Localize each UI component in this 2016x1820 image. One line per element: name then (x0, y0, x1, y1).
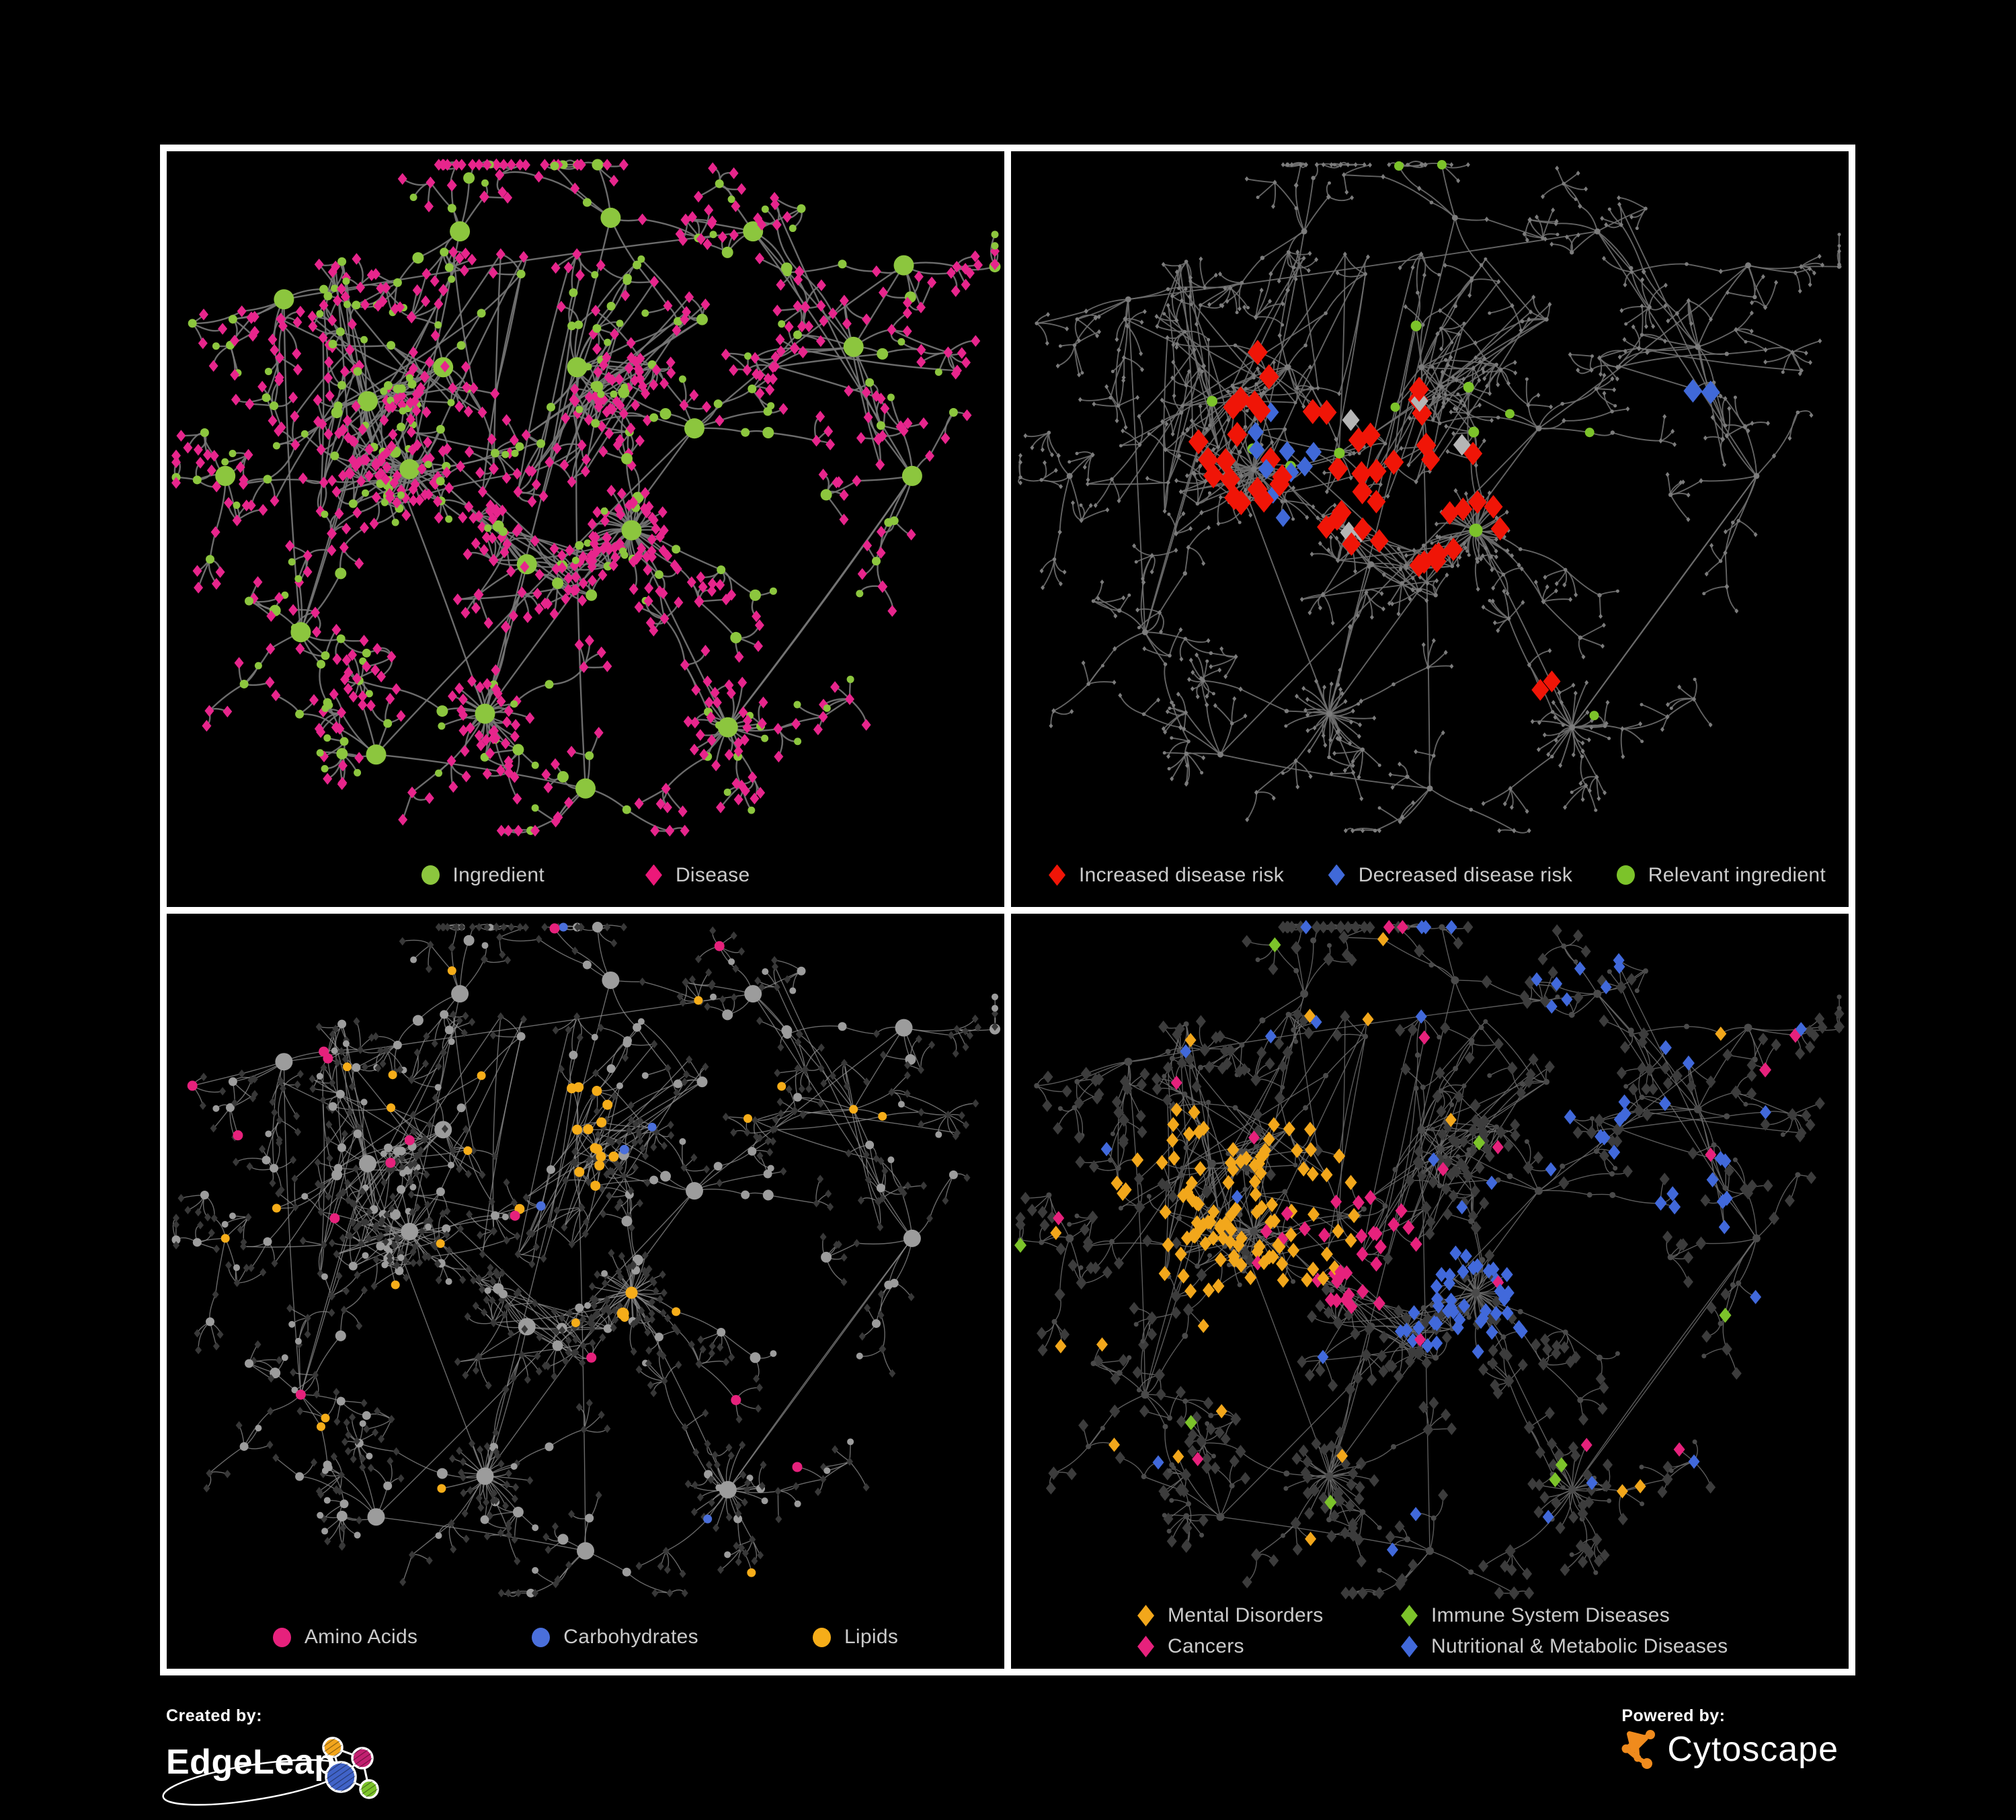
diamond-marker (1049, 864, 1065, 886)
legend-disease-classes: Mental Disorders Immune System Diseases … (1137, 1604, 1828, 1658)
circle-marker (421, 865, 440, 885)
edgeleap-wordmark: EdgeLeap (166, 1743, 336, 1782)
legend-item-increased-risk: Increased disease risk (1049, 864, 1284, 887)
panel-nutrient-classes: Amino Acids Carbohydrates Lipids (167, 913, 1004, 1669)
diamond-marker (645, 864, 662, 886)
panel-ingredient-disease: Ingredient Disease (167, 151, 1004, 907)
legend-item-carbohydrates: Carbohydrates (532, 1626, 698, 1649)
legend-label: Carbohydrates (563, 1626, 698, 1648)
panel-disease-classes: Mental Disorders Immune System Diseases … (1011, 913, 1849, 1669)
edgeleap-swoosh (162, 1759, 345, 1806)
legend-item-relevant-ingredient: Relevant ingredient (1616, 863, 1826, 887)
edgeleap-logo: EdgeLeap (162, 1730, 408, 1811)
legend-nutrient-classes: Amino Acids Carbohydrates Lipids (167, 1626, 1004, 1649)
edgeleap-branding: Created by: EdgeLeap (162, 1706, 408, 1811)
edgeleap-network-icon (162, 1737, 379, 1806)
circle-marker (272, 1627, 291, 1647)
diamond-marker (1401, 1636, 1418, 1657)
cytoscape-branding: Powered by: Cytoscape (1621, 1706, 1839, 1770)
legend-item-decreased-risk: Decreased disease risk (1328, 864, 1572, 887)
legend-label: Ingredient (452, 863, 545, 886)
legend-item-cancers: Cancers (1137, 1635, 1401, 1658)
legend-label: Amino Acids (304, 1626, 418, 1648)
created-by-label: Created by: (166, 1706, 263, 1725)
legend-item-lipids: Lipids (812, 1626, 899, 1649)
legend-item-nutritional-metabolic-diseases: Nutritional & Metabolic Diseases (1401, 1635, 1828, 1658)
legend-label: Increased disease risk (1079, 863, 1285, 886)
legend-ingredient-disease: Ingredient Disease (167, 864, 1004, 887)
cytoscape-wordmark: Cytoscape (1667, 1730, 1839, 1769)
diamond-marker (1328, 864, 1345, 886)
network-graph-ingredient-disease (171, 158, 1001, 837)
diamond-marker (1137, 1636, 1154, 1657)
legend-label: Mental Disorders (1168, 1604, 1324, 1626)
legend-label: Disease (675, 863, 750, 886)
legend-label: Cancers (1168, 1635, 1244, 1657)
powered-by-label: Powered by: (1621, 1706, 1726, 1725)
legend-label: Relevant ingredient (1648, 863, 1826, 886)
panels-grid: Ingredient Disease Increased disease ris… (160, 145, 1855, 1675)
diamond-marker (1137, 1605, 1154, 1626)
cytoscape-icon (1621, 1730, 1656, 1769)
panel-disease-risk: Increased disease risk Decreased disease… (1011, 151, 1849, 907)
circle-marker (1616, 865, 1635, 885)
network-graph-disease-classes (1014, 919, 1845, 1599)
legend-label: Decreased disease risk (1358, 863, 1573, 886)
legend-disease-risk: Increased disease risk Decreased disease… (1011, 864, 1849, 887)
circle-marker (812, 1627, 831, 1647)
network-graph-nutrient-classes (171, 921, 1000, 1597)
legend-label: Immune System Diseases (1431, 1604, 1670, 1626)
circle-marker (532, 1627, 551, 1647)
legend-label: Lipids (844, 1626, 899, 1648)
legend-item-amino-acids: Amino Acids (272, 1626, 418, 1649)
diamond-marker (1401, 1605, 1418, 1626)
legend-item-disease: Disease (645, 864, 750, 887)
legend-label: Nutritional & Metabolic Diseases (1431, 1635, 1728, 1657)
network-graph-disease-risk (1018, 160, 1842, 834)
legend-item-immune-system-diseases: Immune System Diseases (1401, 1604, 1828, 1627)
legend-item-mental-disorders: Mental Disorders (1137, 1604, 1401, 1627)
legend-item-ingredient: Ingredient (421, 864, 545, 887)
